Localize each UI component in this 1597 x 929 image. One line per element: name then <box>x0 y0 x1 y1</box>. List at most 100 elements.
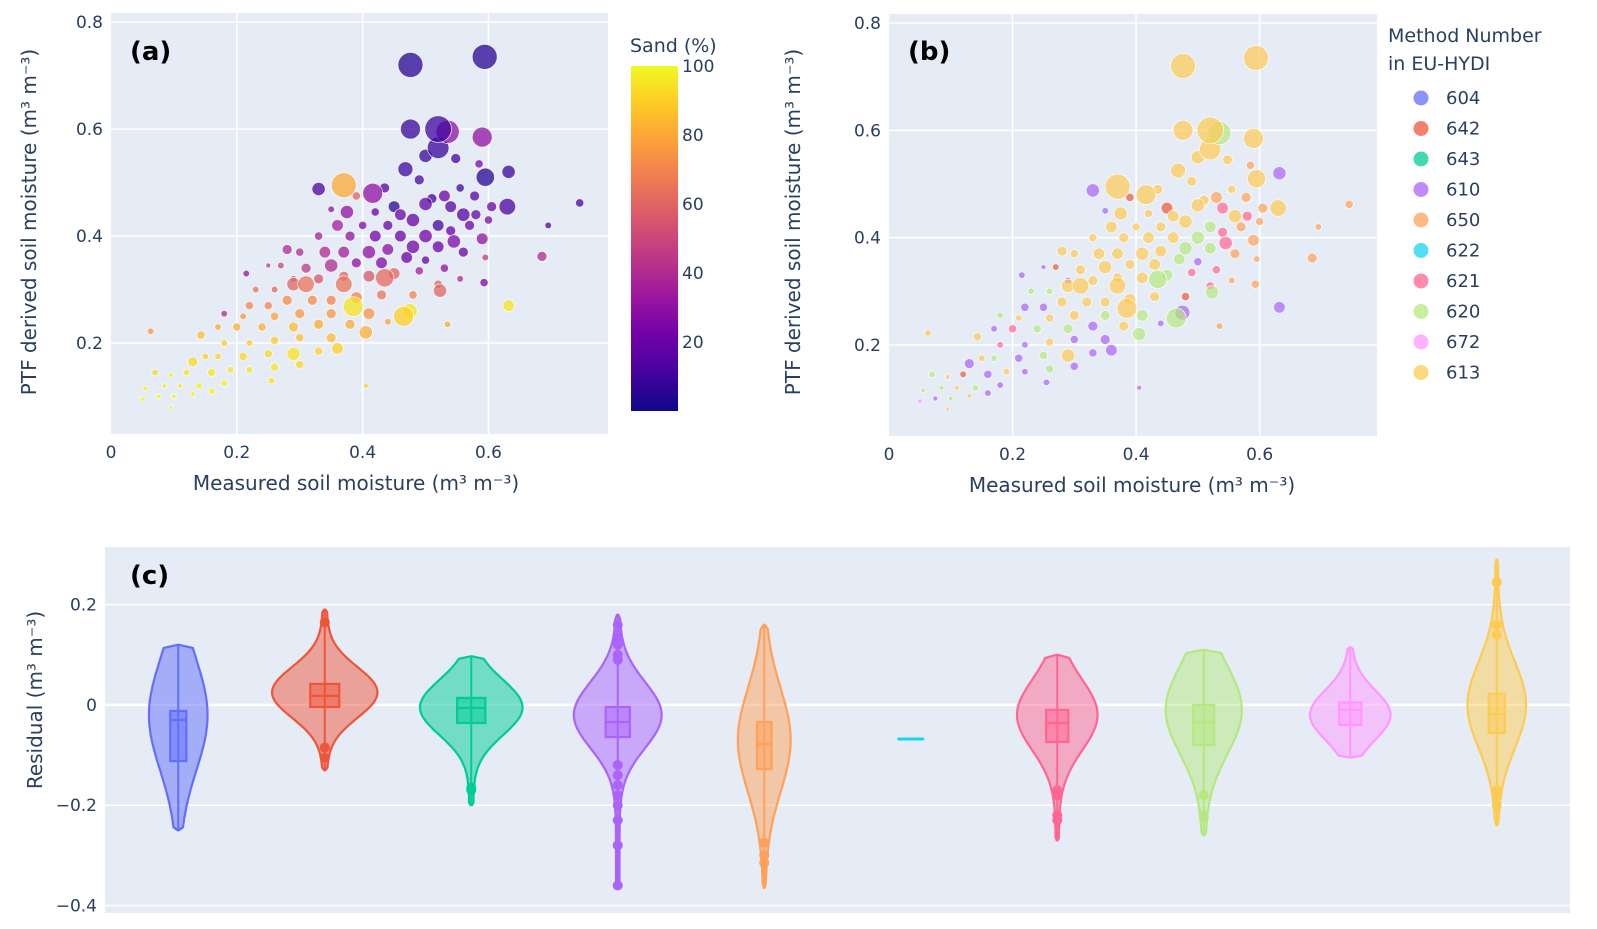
scatter-point-b <box>959 370 967 379</box>
legend-item-613[interactable]: 613 <box>1413 363 1481 384</box>
legend-marker-icon <box>1413 90 1429 106</box>
scatter-point-b <box>1227 209 1242 224</box>
scatter-point-a <box>397 161 414 178</box>
scatter-point-a <box>295 333 305 343</box>
scatter-point-b <box>1241 210 1253 222</box>
scatter-point-b <box>1045 337 1055 347</box>
violin-672 <box>1308 646 1392 759</box>
scatter-point-a <box>362 182 384 204</box>
scatter-point-b <box>1124 259 1136 270</box>
colorbar-tick-label: 100 <box>682 57 714 77</box>
scatter-point-b <box>1014 314 1023 322</box>
scatter-point-b <box>996 381 1004 389</box>
scatter-point-a <box>358 220 368 230</box>
scatter-point-a <box>182 368 191 377</box>
scatter-point-b <box>1246 169 1267 189</box>
scatter-point-b <box>1157 319 1165 328</box>
scatter-point-a <box>313 273 325 285</box>
scatter-point-b <box>1203 242 1217 255</box>
scatter-point-a <box>242 269 250 278</box>
outlier-point <box>759 837 770 848</box>
legend-item-650[interactable]: 650 <box>1413 210 1481 231</box>
y-tick-label-a: 0.4 <box>76 227 103 247</box>
scatter-point-a <box>376 289 387 301</box>
scatter-point-b <box>1062 323 1074 335</box>
scatter-point-b <box>1203 220 1217 234</box>
ticks-b: 0 0.2 0.4 0.6 0.2 0.4 0.6 0.8 <box>854 14 1273 465</box>
scatter-point-b <box>954 384 960 391</box>
legend-item-604[interactable]: 604 <box>1413 88 1481 109</box>
legend-item-622[interactable]: 622 <box>1413 241 1481 262</box>
legend-label: 650 <box>1446 210 1480 231</box>
scatter-point-b <box>1018 271 1026 279</box>
legend-item-642[interactable]: 642 <box>1413 119 1481 140</box>
scatter-point-b <box>1088 233 1098 243</box>
legend-item-620[interactable]: 620 <box>1413 302 1481 323</box>
scatter-point-a <box>265 262 272 269</box>
scatter-point-b <box>1190 230 1205 245</box>
scatter-point-b <box>1014 353 1024 363</box>
scatter-point-a <box>187 356 199 368</box>
scatter-point-b <box>1104 173 1131 200</box>
scatter-point-a <box>361 245 377 260</box>
outlier-point <box>319 752 330 763</box>
scatter-point-b <box>1272 166 1287 181</box>
scatter-point-a <box>245 366 254 374</box>
scatter-point-a <box>382 219 394 231</box>
x-axis-title-a: Measured soil moisture (m³ m⁻³) <box>193 471 519 495</box>
scatter-point-a <box>286 346 301 361</box>
legend-method: Method Number in EU-HYDI 604 642 643 610 650… <box>1388 25 1542 384</box>
scatter-point-b <box>990 354 998 362</box>
scatter-point-b <box>1068 309 1080 321</box>
colorbar-tick-label: 80 <box>682 126 704 146</box>
scatter-point-b <box>1245 160 1255 170</box>
legend-item-621[interactable]: 621 <box>1413 271 1481 292</box>
legend-label: 622 <box>1446 241 1480 262</box>
scatter-point-b <box>1099 334 1111 345</box>
outlier-point <box>1491 800 1502 811</box>
colorbar-tick-label: 20 <box>682 333 704 353</box>
scatter-point-b <box>1105 343 1118 357</box>
legend-item-610[interactable]: 610 <box>1413 180 1481 201</box>
colorbar-sand: Sand (%) 20 40 60 80 100 <box>630 35 717 411</box>
y-tick-label-b: 0.6 <box>854 121 881 141</box>
scatter-point-b <box>1154 244 1168 258</box>
legend-item-643[interactable]: 643 <box>1413 149 1481 170</box>
legend-marker-icon <box>1413 151 1429 167</box>
scatter-point-b <box>1021 341 1029 349</box>
scatter-point-b <box>1118 232 1130 244</box>
scatter-point-b <box>1007 324 1018 334</box>
scatter-point-b <box>1136 384 1143 391</box>
scatter-point-a <box>431 240 445 254</box>
scatter-point-a <box>498 197 517 216</box>
legend-item-672[interactable]: 672 <box>1413 332 1481 353</box>
scatter-point-a <box>168 404 174 410</box>
scatter-point-a <box>400 118 421 140</box>
scatter-point-b <box>1250 279 1260 289</box>
scatter-point-a <box>195 382 203 390</box>
outlier-point <box>612 619 623 630</box>
scatter-point-a <box>167 372 174 379</box>
scatter-point-b <box>1038 351 1048 361</box>
scatter-point-b <box>977 354 986 362</box>
scatter-point-a <box>155 393 162 400</box>
box <box>456 696 487 725</box>
scatter-point-b <box>1099 309 1111 321</box>
scatter-point-a <box>306 294 318 306</box>
scatter-point-b <box>1314 223 1323 231</box>
scatter-point-a <box>139 396 146 403</box>
scatter-point-b <box>963 358 975 370</box>
scatter-point-a <box>471 43 498 70</box>
colorbar-tick-label: 40 <box>682 264 704 284</box>
scatter-point-a <box>445 225 457 237</box>
scatter-point-b <box>1186 175 1198 187</box>
legend-label: 621 <box>1446 271 1480 292</box>
outlier-point <box>612 770 623 781</box>
scatter-point-b <box>1135 246 1150 261</box>
scatter-point-a <box>270 335 280 345</box>
scatter-point-a <box>288 321 299 333</box>
scatter-point-a <box>314 346 324 356</box>
scatter-point-b <box>1170 53 1196 79</box>
scatter-point-b <box>1211 265 1221 275</box>
scatter-point-a <box>400 251 413 264</box>
